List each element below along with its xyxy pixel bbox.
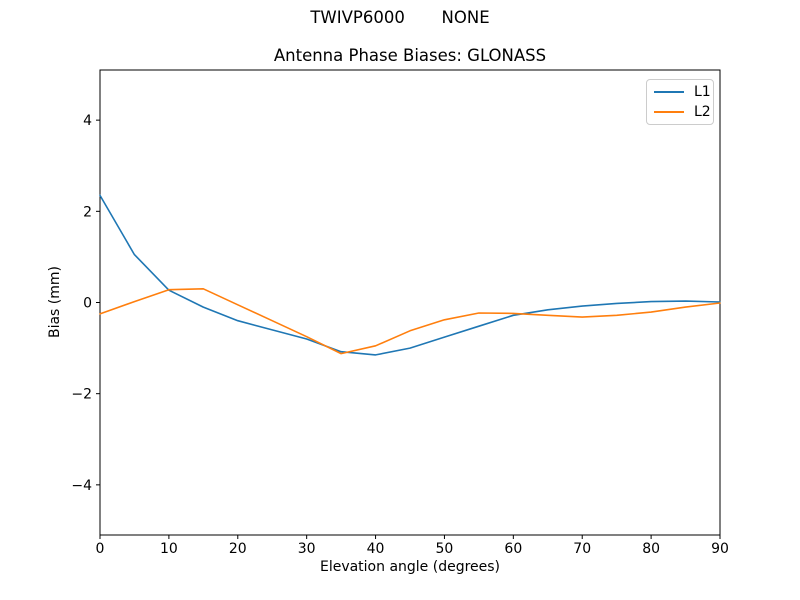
x-tick-label: 30	[298, 541, 316, 557]
x-tick-label: 0	[96, 541, 105, 557]
series-line-l2	[99, 287, 721, 355]
x-tick-label: 90	[711, 541, 729, 557]
x-tick-label: 60	[504, 541, 522, 557]
legend-line-sample-l2	[654, 111, 684, 113]
y-tick-label: 0	[83, 296, 92, 312]
chart-title: Antenna Phase Biases: GLONASS	[273, 46, 547, 65]
y-tick-label: 4	[83, 113, 92, 129]
figure-suptitle: TWIVP6000 NONE	[310, 8, 490, 27]
y-tick-label: −2	[71, 387, 92, 403]
legend-item-l2: L2	[654, 102, 713, 122]
y-tick-label: −4	[71, 478, 92, 494]
legend-item-l1: L1	[654, 82, 713, 102]
y-tick-label: 2	[83, 204, 92, 220]
x-tick-label: 20	[229, 541, 247, 557]
x-tick-label: 50	[436, 541, 454, 557]
x-tick-label: 10	[160, 541, 178, 557]
legend-label-l2: L2	[694, 104, 711, 120]
series-line-l1	[99, 194, 721, 356]
x-axis-label: Elevation angle (degrees)	[319, 559, 501, 575]
x-tick-label: 70	[573, 541, 591, 557]
legend-label-l1: L1	[694, 84, 711, 100]
y-axis-label: Bias (mm)	[47, 265, 63, 339]
legend: L1 L2	[646, 79, 714, 125]
x-tick-label: 80	[642, 541, 660, 557]
legend-line-sample-l1	[654, 91, 684, 93]
x-tick-label: 40	[367, 541, 385, 557]
